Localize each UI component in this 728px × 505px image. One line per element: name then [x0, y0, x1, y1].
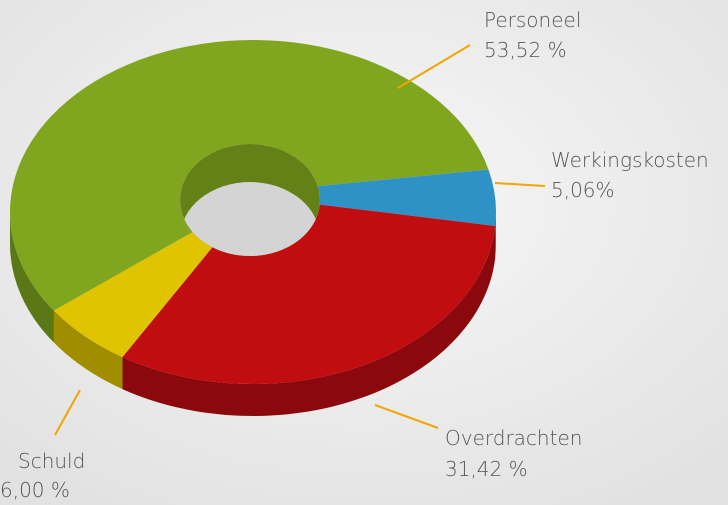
leader-line: [54, 389, 81, 436]
slice-side: [10, 212, 54, 343]
leader-line: [397, 44, 471, 89]
donut: [9, 39, 496, 416]
slice-label: Personeel: [484, 8, 581, 32]
slice: [317, 169, 496, 227]
slice-label: Overdrachten: [445, 426, 582, 450]
slice-value: 5,06%: [551, 178, 615, 202]
slice-value: 31,42 %: [445, 457, 528, 481]
hole-floor: [180, 182, 320, 256]
leader-line: [374, 404, 439, 429]
slice-side: [122, 226, 496, 416]
slice-value: 6,00 %: [0, 478, 70, 502]
slice-side: [53, 310, 123, 390]
slice-label: Schuld: [18, 449, 85, 473]
slice-value: 53,52 %: [484, 38, 567, 62]
slice: [122, 204, 496, 384]
slice-side: [495, 212, 496, 259]
slice: [9, 39, 489, 311]
slice: [53, 232, 213, 358]
leader-line: [494, 182, 546, 187]
slice-label: Werkingskosten: [551, 148, 709, 172]
